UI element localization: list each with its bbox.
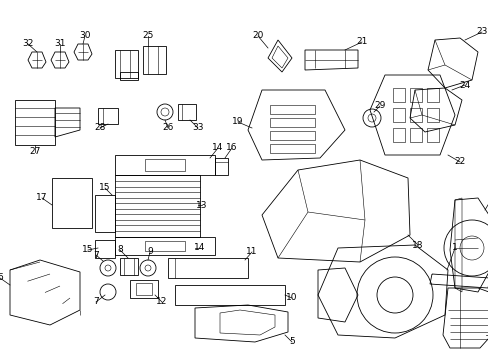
Text: 15: 15 <box>82 246 94 255</box>
Text: 29: 29 <box>373 102 385 111</box>
Text: 13: 13 <box>196 201 207 210</box>
Text: 19: 19 <box>232 117 243 126</box>
Text: 14: 14 <box>194 243 205 252</box>
Text: 11: 11 <box>246 248 257 256</box>
Text: 1: 1 <box>451 243 457 252</box>
Text: 8: 8 <box>117 246 122 255</box>
Text: 31: 31 <box>54 40 65 49</box>
Text: 16: 16 <box>226 144 237 153</box>
Polygon shape <box>145 159 184 171</box>
Text: 23: 23 <box>475 27 487 36</box>
Text: 25: 25 <box>142 31 153 40</box>
Text: 5: 5 <box>288 338 294 346</box>
Text: 28: 28 <box>94 123 105 132</box>
Text: 21: 21 <box>356 37 367 46</box>
Text: 26: 26 <box>162 123 173 132</box>
Text: 7: 7 <box>93 297 99 306</box>
Text: 30: 30 <box>79 31 91 40</box>
Text: 15: 15 <box>99 184 110 193</box>
Text: 33: 33 <box>192 123 203 132</box>
Polygon shape <box>145 241 184 251</box>
Text: 20: 20 <box>252 31 263 40</box>
Text: 12: 12 <box>156 297 167 306</box>
Text: 32: 32 <box>22 40 34 49</box>
Text: 18: 18 <box>411 240 423 249</box>
Text: 7: 7 <box>93 251 99 260</box>
Text: 14: 14 <box>212 144 223 153</box>
Text: 24: 24 <box>458 81 469 90</box>
Text: 9: 9 <box>147 248 153 256</box>
Text: 27: 27 <box>29 148 41 157</box>
Text: 10: 10 <box>285 293 297 302</box>
Text: 17: 17 <box>36 194 48 202</box>
Text: 6: 6 <box>0 274 3 283</box>
Text: 22: 22 <box>453 158 465 166</box>
